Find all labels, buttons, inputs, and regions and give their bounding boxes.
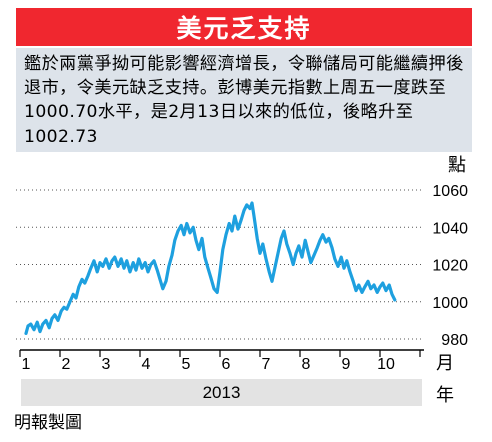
x-tick-label-1: 1	[22, 356, 31, 373]
title-banner: 美元乏支持	[16, 8, 472, 46]
source-credit: 明報製圖	[14, 413, 82, 433]
description-text: 鑑於兩黨爭拗可能影響經濟增長，令聯儲局可能繼續押後退市，令美元缺乏支持。彭博美元…	[24, 54, 464, 147]
x-tick-label-3: 3	[102, 356, 111, 373]
y-tick-label-1020: 1020	[432, 258, 468, 275]
x-tick-label-9: 9	[342, 356, 351, 373]
x-tick-label-4: 4	[142, 356, 151, 373]
x-tick-label-10: 10	[377, 356, 395, 373]
y-axis-unit-label: 點	[448, 155, 466, 176]
year-label: 2013	[202, 382, 241, 402]
x-axis-unit-label: 月	[436, 353, 454, 374]
y-tick-label-1040: 1040	[432, 220, 468, 237]
year-bar: 2013	[21, 379, 422, 406]
y-tick-label-1060: 1060	[432, 183, 468, 200]
x-tick-label-5: 5	[182, 356, 191, 373]
description-box: 鑑於兩黨爭拗可能影響經濟增長，令聯儲局可能繼續押後退市，令美元缺乏支持。彭博美元…	[16, 48, 472, 152]
year-unit-label: 年	[436, 385, 454, 406]
y-tick-label-1000: 1000	[432, 295, 468, 312]
x-tick-label-7: 7	[262, 356, 271, 373]
series-line-0	[24, 201, 397, 335]
x-tick-label-8: 8	[302, 356, 311, 373]
chart-title: 美元乏支持	[176, 14, 312, 43]
x-tick-label-6: 6	[222, 356, 231, 373]
y-tick-label-980: 980	[441, 332, 468, 349]
x-tick-label-2: 2	[62, 356, 71, 373]
